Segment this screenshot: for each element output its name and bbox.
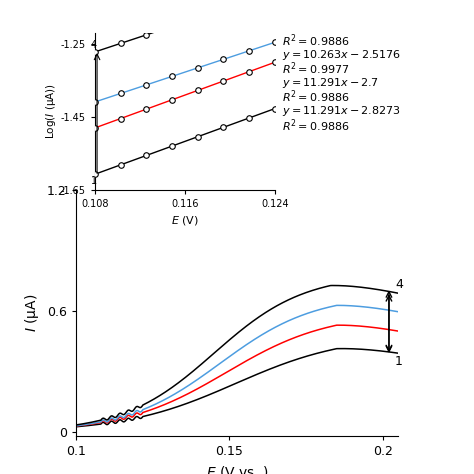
Text: $y = 11.291x - 2.8273$: $y = 11.291x - 2.8273$ xyxy=(282,104,401,118)
Text: $R^2 = 0.9886$: $R^2 = 0.9886$ xyxy=(282,32,350,49)
X-axis label: $E$ (V): $E$ (V) xyxy=(171,214,199,227)
Text: 1: 1 xyxy=(91,176,97,186)
Text: $y = 10.263x - 2.5176$: $y = 10.263x - 2.5176$ xyxy=(282,47,401,62)
Text: $R^2 = 0.9977$: $R^2 = 0.9977$ xyxy=(282,60,349,77)
Y-axis label: $I$ (μA): $I$ (μA) xyxy=(23,293,41,332)
Text: $R^2 = 0.9886$: $R^2 = 0.9886$ xyxy=(282,89,350,106)
Y-axis label: Log($I$ (μA)): Log($I$ (μA)) xyxy=(44,83,58,139)
X-axis label: $E$ (V vs. ): $E$ (V vs. ) xyxy=(206,464,268,474)
Text: 1: 1 xyxy=(395,355,403,368)
Text: $y = 11.291x - 2.7$: $y = 11.291x - 2.7$ xyxy=(282,76,379,90)
Text: 4: 4 xyxy=(91,40,97,50)
Text: $R^2 = 0.9886$: $R^2 = 0.9886$ xyxy=(282,117,350,134)
Text: 4: 4 xyxy=(395,278,403,291)
